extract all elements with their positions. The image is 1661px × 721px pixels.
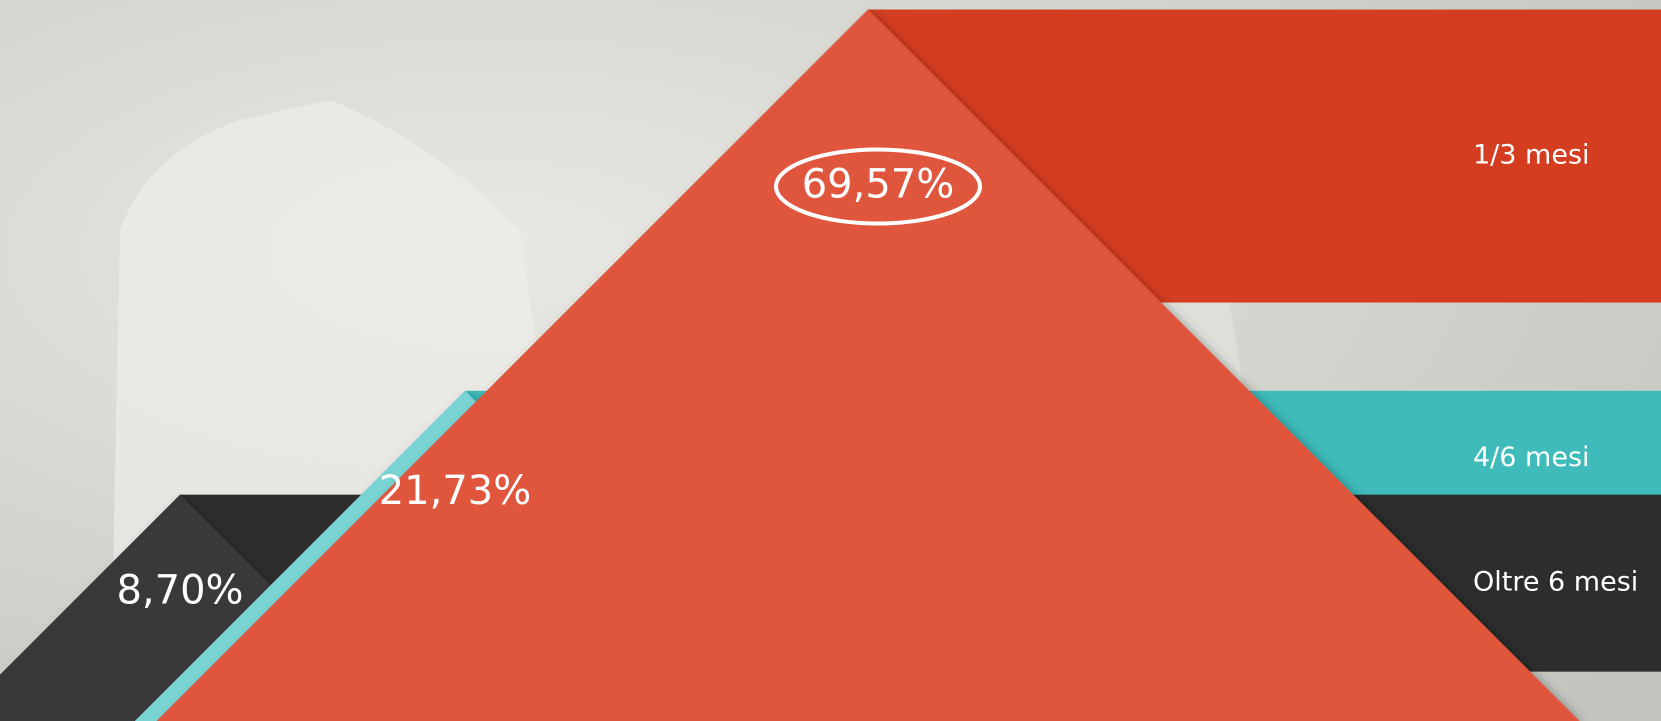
highlight-ellipse: [774, 147, 982, 226]
value-label: 69,57%: [802, 162, 955, 208]
category-label: 1/3 mesi: [1473, 140, 1590, 171]
category-label: 4/6 mesi: [1473, 442, 1590, 473]
value-label: 21,73%: [379, 468, 532, 514]
triangle: [156, 9, 1580, 721]
category-label: Oltre 6 mesi: [1473, 567, 1638, 598]
value-label: 8,70%: [116, 568, 243, 614]
